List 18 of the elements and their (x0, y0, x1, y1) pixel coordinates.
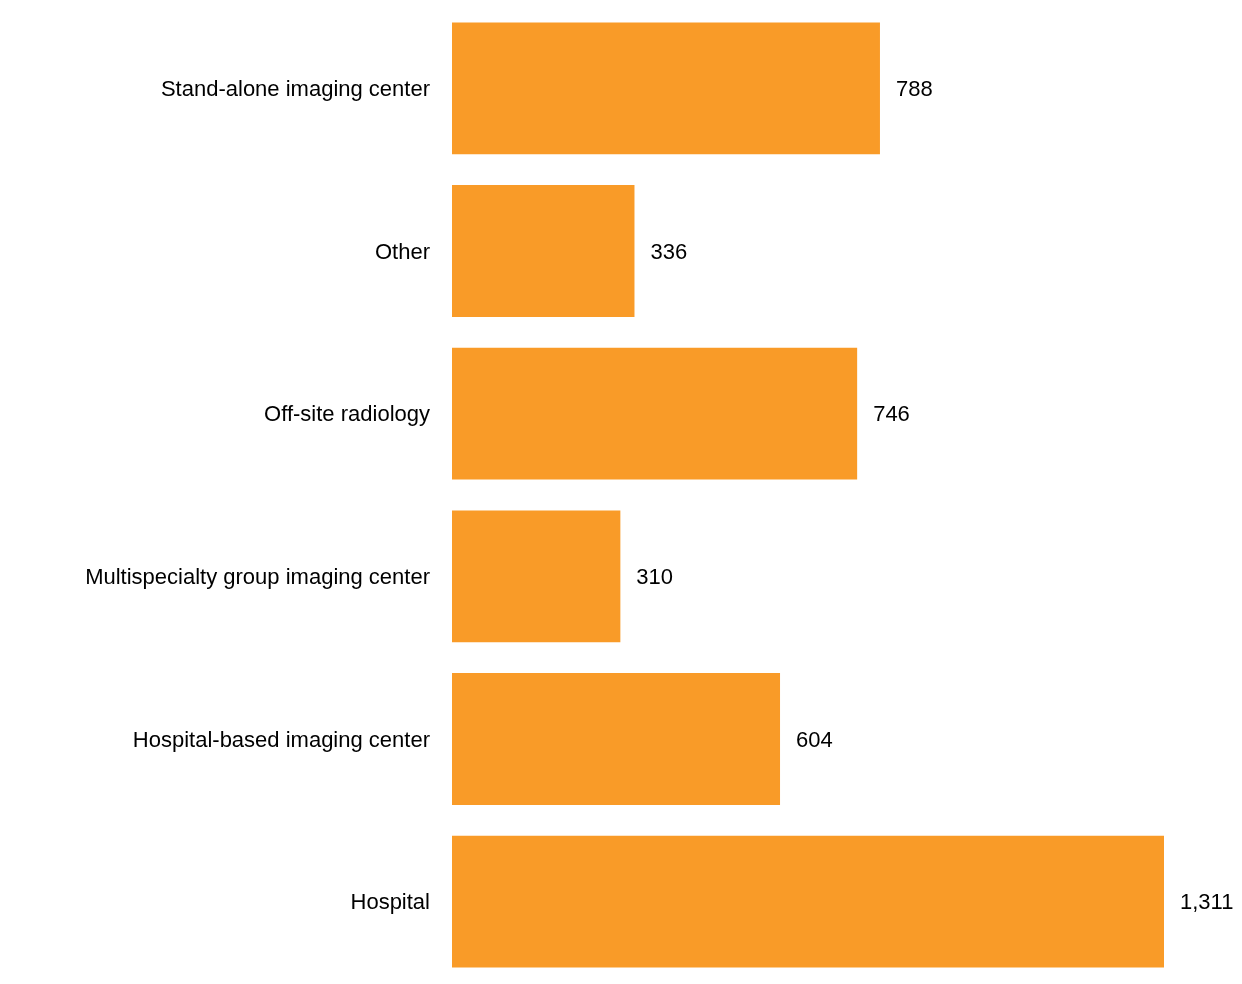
y-tick-label: Off-site radiology (264, 401, 430, 427)
y-tick-label: Hospital-based imaging center (132, 726, 430, 752)
bar (452, 347, 858, 480)
data-label: 310 (636, 563, 674, 589)
data-label: 336 (650, 238, 688, 264)
data-label: 788 (895, 75, 933, 101)
bar (452, 835, 1164, 968)
y-tick-label: Hospital (350, 889, 430, 915)
bar (452, 673, 781, 805)
y-tick-label: Other (374, 238, 430, 264)
data-label: 746 (873, 401, 910, 427)
bar (452, 510, 621, 643)
data-label: 604 (796, 726, 833, 752)
data-label: 1,311 (1180, 889, 1234, 915)
bar (452, 185, 635, 317)
y-tick-label: Multispecialty group imaging center (85, 563, 430, 589)
bar (452, 22, 880, 155)
y-tick-label: Stand-alone imaging center (160, 75, 430, 101)
